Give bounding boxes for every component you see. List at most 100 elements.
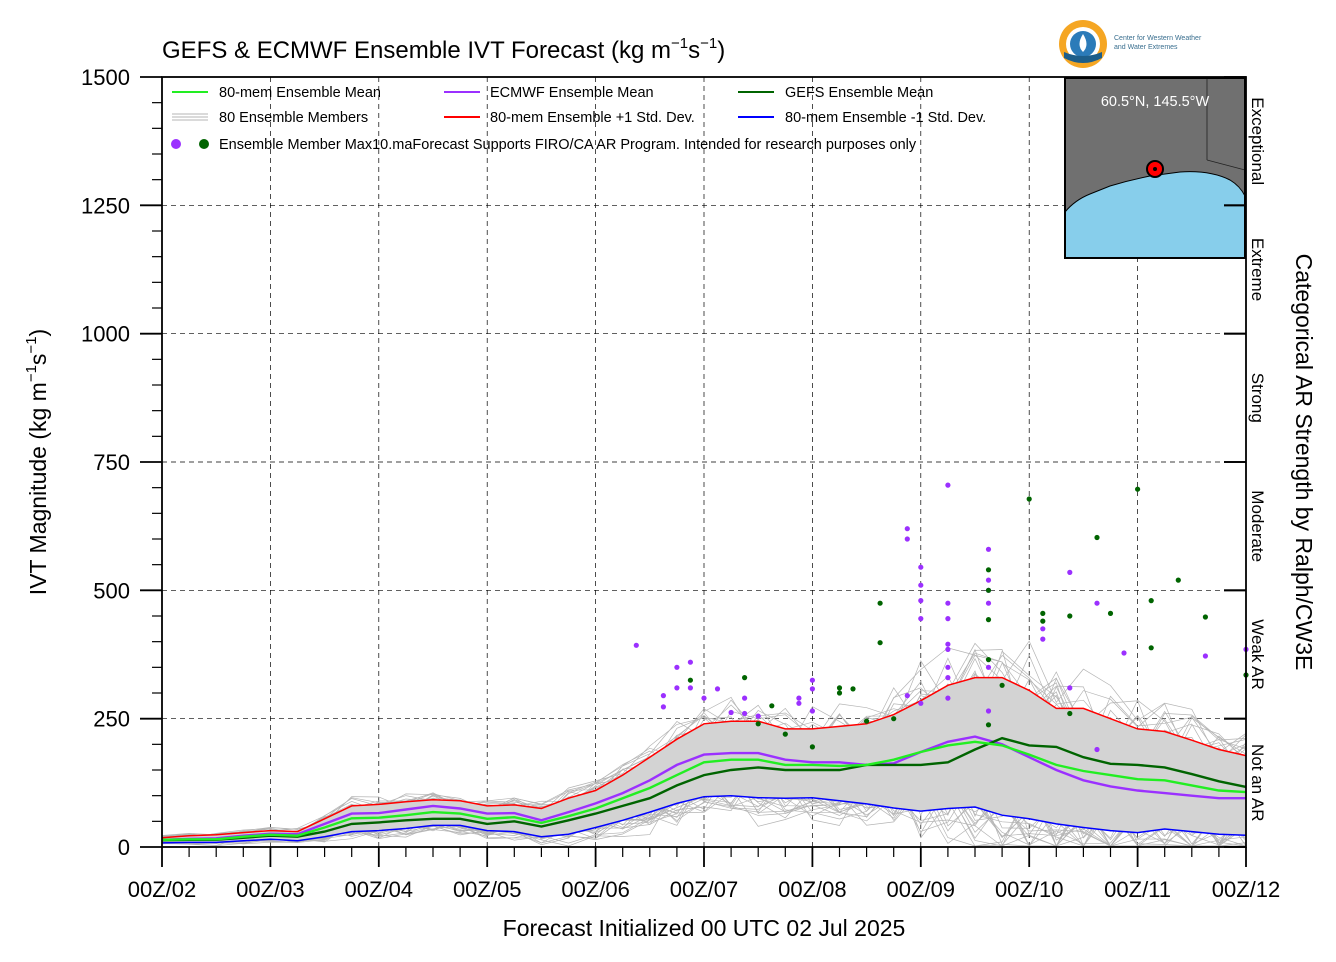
max-point-gefs: [1175, 577, 1181, 583]
ar-categories: Exceptional Extreme Strong Moderate Weak AR N…: [1224, 76, 1267, 848]
category-label: Weak AR: [1248, 619, 1267, 690]
max-point-ecmwf: [674, 685, 680, 691]
max-points: [633, 482, 1249, 753]
category-label: Exceptional: [1248, 97, 1267, 185]
max-point-ecmwf: [755, 713, 761, 719]
max-point-gefs: [985, 617, 992, 623]
spread-band: [162, 677, 1246, 843]
max-point-gefs: [1148, 598, 1154, 604]
max-point-ecmwf: [687, 685, 694, 691]
max-point-gefs: [1040, 618, 1046, 624]
max-point-ecmwf: [945, 616, 951, 622]
max-point-gefs: [864, 718, 870, 724]
max-point-ecmwf: [633, 642, 639, 648]
inset-ocean: [1065, 171, 1245, 258]
ensemble-member-line: [161, 640, 1247, 836]
max-point-ecmwf: [1067, 685, 1073, 691]
series-line-mean80: [161, 740, 1247, 841]
max-point-gefs: [769, 703, 775, 709]
max-point-ecmwf: [714, 686, 721, 692]
category-label: Moderate: [1248, 490, 1267, 562]
max-point-ecmwf: [1094, 600, 1100, 606]
x-tick-label: 00Z/02: [128, 877, 197, 902]
x-tick-label: 00Z/12: [1212, 877, 1281, 902]
category-label: Not an AR: [1248, 744, 1267, 822]
max-point-gefs: [782, 731, 788, 737]
max-point-ecmwf: [945, 641, 951, 647]
series-line-ecmwf: [161, 735, 1246, 841]
category-label: Strong: [1248, 373, 1267, 423]
max-point-gefs: [985, 587, 992, 593]
inset-location-label: 60.5°N, 145.5°W: [1101, 94, 1210, 110]
y-tick-label: 250: [93, 707, 130, 732]
max-point-gefs: [1202, 614, 1208, 620]
max-point-ecmwf: [945, 482, 951, 488]
y-tick-label: 1000: [81, 322, 130, 347]
max-point-ecmwf: [660, 704, 667, 710]
x-tick-label: 00Z/10: [995, 877, 1064, 902]
legend-swatch-members: [172, 113, 208, 121]
x-tick-label: 00Z/03: [236, 877, 305, 902]
max-point-ecmwf: [945, 600, 951, 606]
max-point-ecmwf: [796, 695, 802, 701]
series-line-gefs: [161, 736, 1247, 842]
max-point-ecmwf: [1202, 653, 1208, 659]
max-point-ecmwf: [742, 695, 748, 701]
legend: 80-mem Ensemble Mean ECMWF Ensemble Mean…: [171, 85, 986, 153]
max-point-ecmwf: [945, 695, 951, 701]
max-point-gefs: [877, 600, 883, 606]
max-point-gefs: [999, 682, 1005, 688]
x-tick-label: 00Z/09: [887, 877, 956, 902]
max-point-ecmwf: [918, 700, 924, 706]
legend-label-gefs: GEFS Ensemble Mean: [785, 85, 933, 101]
max-point-ecmwf: [796, 700, 802, 706]
max-point-gefs: [985, 722, 992, 728]
x-tick-label: 00Z/07: [670, 877, 739, 902]
spread-band-area: [162, 677, 1246, 843]
max-point-ecmwf: [728, 709, 734, 716]
max-point-ecmwf: [1067, 569, 1073, 576]
legend-max-note: Ensemble Member Max10.maForecast Support…: [219, 137, 917, 153]
max-point-ecmwf: [985, 600, 992, 606]
max-point-ecmwf: [1040, 626, 1046, 632]
series-line-plus-std: [161, 676, 1247, 839]
axes: 0 250 500 750 1000 1250 1500 00Z/02 00Z/03 00Z/04…: [81, 65, 1280, 902]
max-point-gefs: [742, 675, 748, 681]
series-line-minus-std: [161, 794, 1247, 844]
max-point-gefs: [1094, 534, 1100, 541]
max-point-ecmwf: [660, 693, 667, 699]
max-point-ecmwf: [1094, 746, 1100, 753]
max-point-ecmwf: [918, 616, 924, 622]
cw3e-logo: Center for Western Weather and Water Ext…: [1059, 20, 1202, 68]
max-point-gefs: [1040, 610, 1046, 617]
max-point-ecmwf: [945, 664, 951, 670]
max-point-ecmwf: [1040, 636, 1046, 642]
y-tick-label: 1250: [81, 193, 130, 218]
max-point-gefs: [985, 567, 992, 573]
y-tick-label: 0: [118, 835, 130, 860]
max-point-gefs: [836, 685, 843, 691]
max-point-ecmwf: [985, 546, 992, 552]
legend-label-mean80: 80-mem Ensemble Mean: [219, 85, 381, 101]
max-point-gefs: [1026, 496, 1032, 502]
category-label: Extreme: [1248, 238, 1267, 301]
max-point-ecmwf: [742, 710, 748, 717]
max-point-ecmwf: [945, 675, 951, 681]
max-point-ecmwf: [674, 664, 680, 670]
max-point-ecmwf: [904, 526, 910, 532]
max-point-gefs: [1148, 645, 1154, 651]
max-point-gefs: [809, 744, 816, 750]
max-point-gefs: [985, 657, 992, 663]
max-point-ecmwf: [918, 598, 924, 604]
max-point-ecmwf: [809, 708, 816, 714]
max-point-gefs: [836, 690, 843, 696]
max-point-gefs: [877, 640, 883, 646]
legend-max-gefs-dot: [199, 139, 209, 149]
legend-label-members: 80 Ensemble Members: [219, 110, 368, 126]
y-tick-label: 750: [93, 450, 130, 475]
x-tick-label: 00Z/05: [453, 877, 522, 902]
max-point-gefs: [891, 716, 897, 722]
max-point-gefs: [1135, 486, 1141, 492]
max-point-ecmwf: [904, 536, 910, 542]
legend-label-ecmwf: ECMWF Ensemble Mean: [490, 85, 654, 101]
